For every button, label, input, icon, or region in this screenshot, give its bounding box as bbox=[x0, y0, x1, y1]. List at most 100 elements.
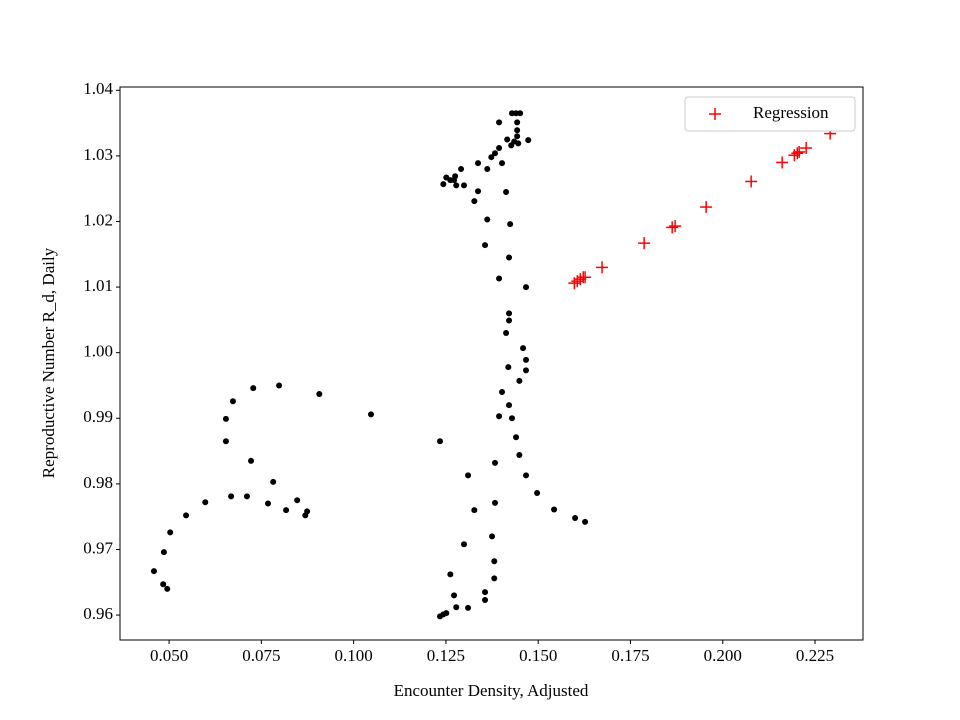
dot-marker bbox=[461, 182, 468, 189]
dot-marker bbox=[513, 434, 520, 441]
plus-marker bbox=[745, 175, 758, 188]
dot-marker bbox=[484, 165, 491, 172]
dot-marker bbox=[520, 345, 527, 352]
dot-marker bbox=[482, 242, 489, 249]
dot-marker bbox=[523, 472, 530, 479]
dot-marker bbox=[496, 119, 503, 126]
dot-marker bbox=[482, 596, 489, 603]
x-tick-label: 0.150 bbox=[519, 646, 557, 665]
dot-marker bbox=[164, 585, 171, 592]
dot-marker bbox=[507, 221, 514, 228]
dot-marker bbox=[283, 507, 290, 514]
dot-marker bbox=[471, 198, 478, 205]
dot-marker bbox=[453, 604, 460, 611]
dot-marker bbox=[453, 182, 460, 189]
dot-marker bbox=[243, 493, 250, 500]
dot-marker bbox=[475, 160, 482, 167]
dot-marker bbox=[492, 150, 499, 157]
dot-marker bbox=[451, 592, 458, 599]
dot-marker bbox=[496, 145, 503, 152]
plus-marker bbox=[700, 201, 713, 214]
dot-marker bbox=[506, 317, 513, 324]
x-axis-label: Encounter Density, Adjusted bbox=[394, 681, 589, 700]
dot-marker bbox=[471, 507, 478, 514]
plot-frame bbox=[119, 86, 864, 641]
dot-marker bbox=[229, 398, 236, 405]
dot-marker bbox=[150, 568, 157, 575]
dot-marker bbox=[506, 254, 513, 261]
y-tick-label: 0.97 bbox=[83, 538, 113, 557]
x-tick-label: 0.100 bbox=[335, 646, 373, 665]
dot-marker bbox=[492, 459, 499, 466]
dot-marker bbox=[475, 188, 482, 195]
dot-marker bbox=[496, 413, 503, 420]
dot-marker bbox=[514, 119, 521, 126]
dot-marker bbox=[551, 506, 558, 513]
dot-marker bbox=[458, 165, 465, 172]
dot-marker bbox=[488, 154, 495, 161]
dot-marker bbox=[222, 438, 229, 445]
dot-marker bbox=[525, 137, 532, 144]
dot-marker bbox=[302, 512, 309, 519]
dot-marker bbox=[294, 497, 301, 504]
dot-marker bbox=[504, 136, 511, 143]
dot-marker bbox=[491, 575, 498, 582]
dot-marker bbox=[582, 518, 589, 525]
plus-marker bbox=[793, 145, 806, 158]
dot-marker bbox=[508, 110, 515, 117]
y-tick-label: 0.99 bbox=[83, 407, 113, 426]
dot-marker bbox=[523, 367, 530, 374]
plus-marker bbox=[791, 147, 804, 160]
plus-marker bbox=[579, 271, 592, 284]
y-tick-label: 1.01 bbox=[83, 276, 113, 295]
y-tick-label: 0.96 bbox=[83, 604, 113, 623]
plus-marker bbox=[638, 237, 651, 250]
dot-marker bbox=[492, 499, 499, 506]
dot-marker bbox=[508, 415, 515, 422]
dot-marker bbox=[506, 310, 513, 317]
dot-marker bbox=[276, 382, 283, 389]
dot-marker bbox=[451, 177, 458, 184]
x-tick-label: 0.225 bbox=[796, 646, 834, 665]
dot-marker bbox=[523, 356, 530, 363]
dot-marker bbox=[514, 133, 521, 140]
dot-marker bbox=[447, 571, 454, 578]
dot-marker bbox=[270, 478, 277, 485]
dot-marker bbox=[505, 364, 512, 371]
plus-marker bbox=[776, 156, 789, 169]
plus-marker bbox=[596, 261, 609, 274]
dot-marker bbox=[517, 110, 524, 117]
dot-marker bbox=[499, 160, 506, 167]
dot-marker bbox=[160, 549, 167, 556]
dot-marker bbox=[508, 142, 515, 149]
dot-marker bbox=[516, 377, 523, 384]
plus-marker bbox=[800, 142, 813, 155]
x-tick-label: 0.125 bbox=[427, 646, 465, 665]
legend-box bbox=[684, 96, 856, 132]
dot-marker bbox=[515, 140, 522, 147]
dot-marker bbox=[491, 558, 498, 565]
dot-marker bbox=[228, 493, 235, 500]
y-tick-label: 1.02 bbox=[83, 210, 113, 229]
plus-marker bbox=[666, 221, 679, 234]
dot-marker bbox=[572, 514, 579, 521]
dot-marker bbox=[516, 452, 523, 459]
dot-marker bbox=[250, 385, 257, 392]
dot-marker bbox=[503, 329, 510, 336]
y-axis-label: Reproductive Number R_d, Daily bbox=[39, 247, 58, 478]
dot-marker bbox=[499, 389, 506, 396]
x-tick-label: 0.050 bbox=[150, 646, 188, 665]
dot-marker bbox=[465, 604, 472, 611]
dot-marker bbox=[367, 411, 374, 418]
dot-marker bbox=[316, 391, 323, 398]
dot-marker bbox=[248, 457, 255, 464]
dot-marker bbox=[465, 472, 472, 479]
x-tick-label: 0.075 bbox=[242, 646, 280, 665]
dot-marker bbox=[484, 216, 491, 223]
x-tick-label: 0.200 bbox=[704, 646, 742, 665]
dot-marker bbox=[514, 127, 521, 134]
y-tick-label: 1.04 bbox=[83, 79, 113, 98]
dot-marker bbox=[506, 402, 513, 409]
dot-marker bbox=[167, 529, 174, 536]
